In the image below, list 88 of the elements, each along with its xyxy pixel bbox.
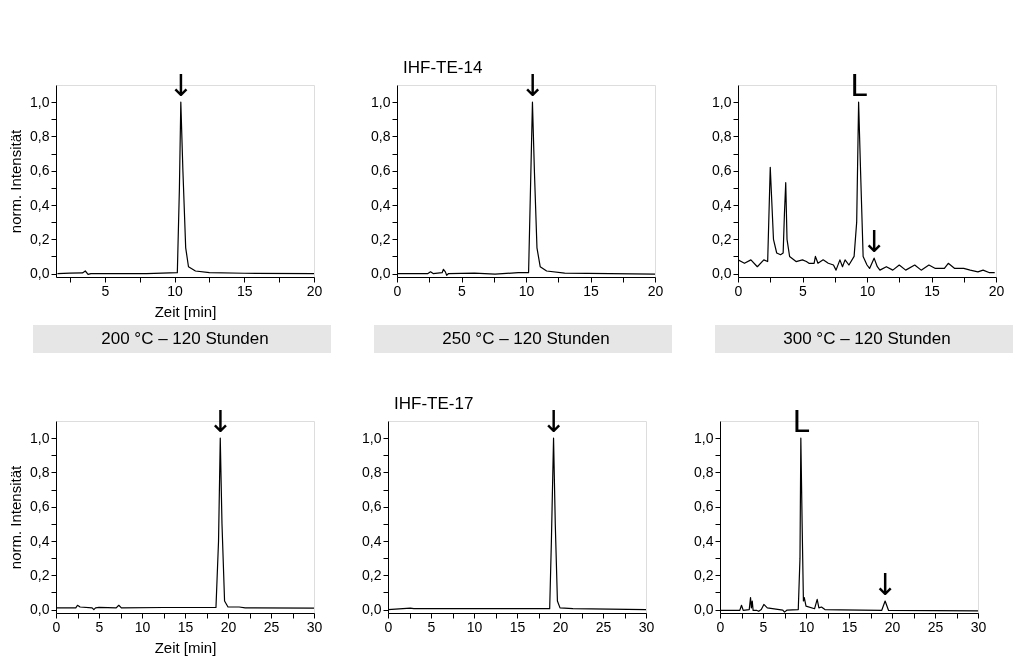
y-tick-label: 0,0 [30, 601, 50, 618]
x-tick-label: 30 [970, 618, 987, 635]
y-tick-label: 0,6 [371, 162, 391, 179]
x-axis-title: Zeit [min] [154, 638, 217, 656]
x-tick-label: 0 [734, 282, 743, 299]
annotation: ↓ [207, 404, 233, 440]
y-tick-label: 0,4 [694, 532, 714, 549]
y-tick-label: 0,8 [30, 463, 50, 480]
y-tick-label: 0,4 [371, 196, 391, 213]
x-tick-label: 25 [263, 618, 280, 635]
x-tick-label: 20 [306, 282, 323, 299]
x-tick-label: 10 [167, 282, 184, 299]
x-tick-label: 15 [236, 282, 253, 299]
x-tick-label: 15 [583, 282, 599, 299]
y-tick-label: 0,2 [712, 230, 732, 247]
y-tick-label: 0,6 [712, 162, 732, 179]
x-tick-label: 25 [927, 618, 944, 635]
x-tick-label: 20 [220, 618, 237, 635]
annotation: ↓ [519, 68, 546, 104]
y-tick-label: 0,0 [712, 265, 732, 282]
text: 250 °C – 120 Stunden [442, 329, 610, 348]
x-tick-label: 30 [638, 618, 655, 635]
x-tick-label: 5 [458, 282, 467, 299]
y-tick-label: 1,0 [362, 429, 382, 446]
x-tick-label: 10 [518, 282, 535, 299]
x-tick-label: 20 [884, 618, 901, 635]
x-tick-label: 20 [552, 618, 569, 635]
y-tick-label: 0,6 [694, 498, 714, 515]
y-axis-title: norm. Intensität [7, 128, 25, 234]
x-tick-label: 0 [716, 618, 725, 635]
y-tick-label: 1,0 [30, 429, 50, 446]
annotation: ↓ [540, 404, 567, 440]
annotation: L [850, 68, 868, 104]
y-tick-label: 0,6 [30, 498, 50, 515]
x-tick-label: 0 [52, 618, 61, 635]
x-tick-label: 5 [427, 618, 436, 635]
x-tick-label: 0 [393, 282, 402, 299]
y-tick-label: 0,2 [694, 566, 714, 583]
x-tick-label: 20 [647, 282, 664, 299]
y-tick-label: 0,8 [712, 127, 732, 144]
y-tick-label: 0,4 [30, 196, 50, 213]
y-tick-label: 0,0 [362, 601, 382, 618]
y-tick-label: 0,2 [30, 566, 50, 583]
x-axis-title: Zeit [min] [154, 302, 217, 320]
annotation: ↓ [168, 68, 194, 104]
y-tick-label: 1,0 [30, 93, 50, 110]
x-tick-label: 15 [509, 618, 526, 635]
x-tick-label: 5 [95, 618, 104, 635]
y-tick-label: 0,8 [362, 463, 382, 480]
y-tick-label: 0,0 [371, 265, 391, 282]
y-tick-label: 0,2 [371, 230, 391, 247]
x-tick-label: 5 [759, 618, 768, 635]
x-tick-label: 15 [841, 618, 858, 635]
y-tick-label: 0,2 [30, 230, 50, 247]
chart-title: IHF-TE-17 [394, 394, 474, 413]
y-tick-label: 0,0 [694, 601, 714, 618]
x-tick-label: 5 [799, 282, 808, 299]
x-tick-label: 20 [988, 282, 1005, 299]
y-tick-label: 0,2 [362, 566, 382, 583]
text: 300 °C – 120 Stunden [783, 329, 951, 348]
y-tick-label: 1,0 [371, 93, 391, 110]
x-tick-label: 15 [924, 282, 940, 299]
y-tick-label: 1,0 [712, 93, 732, 110]
annotation: ↓ [872, 567, 898, 602]
text: 200 °C – 120 Stunden [101, 329, 269, 348]
x-tick-label: 10 [134, 618, 151, 635]
x-tick-label: 10 [859, 282, 876, 299]
y-tick-label: 0,0 [30, 265, 50, 282]
annotation: ↓ [861, 224, 887, 260]
y-tick-label: 0,4 [362, 532, 382, 549]
x-tick-label: 10 [466, 618, 483, 635]
chart-title: IHF-TE-14 [403, 58, 483, 77]
y-axis-title: norm. Intensität [7, 464, 25, 570]
y-tick-label: 0,8 [371, 127, 391, 144]
y-tick-label: 1,0 [694, 429, 714, 446]
x-tick-label: 25 [595, 618, 612, 635]
x-tick-label: 0 [384, 618, 393, 635]
y-tick-label: 0,6 [362, 498, 382, 515]
x-tick-label: 10 [798, 618, 815, 635]
x-tick-label: 30 [306, 618, 323, 635]
y-tick-label: 0,8 [30, 127, 50, 144]
y-tick-label: 0,4 [712, 196, 732, 213]
x-tick-label: 5 [101, 282, 110, 299]
annotation: L [792, 404, 810, 440]
y-tick-label: 0,8 [694, 463, 714, 480]
y-tick-label: 0,4 [30, 532, 50, 549]
x-tick-label: 15 [177, 618, 194, 635]
y-tick-label: 0,6 [30, 162, 50, 179]
